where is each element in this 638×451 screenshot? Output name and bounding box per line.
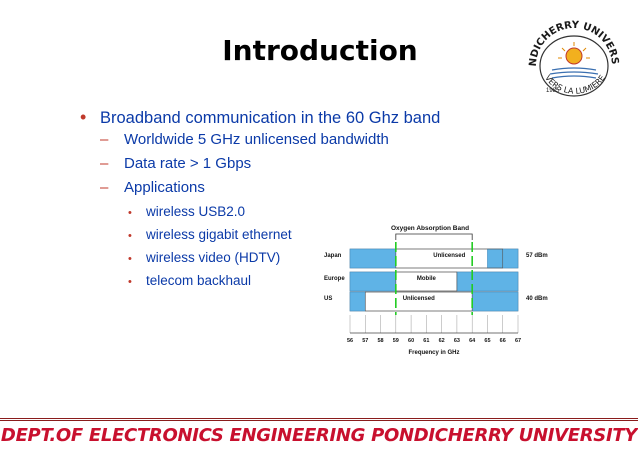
dash-icon: –	[100, 179, 109, 196]
bullet-sub: – Data rate > 1 Gbps	[100, 155, 251, 172]
dash-icon: –	[100, 131, 109, 148]
x-tick-label: 56	[347, 338, 353, 344]
logo-year: 1985	[546, 88, 560, 94]
x-tick-label: 62	[439, 338, 445, 344]
chart-title: Oxygen Absorption Band	[391, 225, 469, 232]
x-tick-label: 67	[515, 338, 521, 344]
bullet-sub-text: Applications	[124, 179, 205, 196]
frequency-band-chart: Oxygen Absorption Band Japan Unlicensed 57 …	[324, 225, 548, 356]
bullet-main: • Broadband communication in the 60 Ghz b…	[80, 107, 440, 128]
shaded-band	[471, 291, 519, 312]
region-label: Japan	[324, 253, 342, 259]
bullet-app: • wireless video (HDTV)	[128, 250, 280, 265]
bullet-app: • telecom backhaul	[128, 273, 251, 288]
shaded-band	[349, 271, 397, 292]
region-label: Europe	[324, 276, 345, 282]
band-label: Unlicensed	[433, 253, 465, 259]
shaded-band	[349, 291, 366, 312]
x-tick-label: 59	[393, 338, 399, 344]
band-label: Unlicensed	[403, 296, 435, 302]
region-label: US	[324, 296, 332, 302]
shaded-band	[456, 271, 519, 292]
university-logo-icon: PONDICHERRY UNIVERSITY VERS LA LUMIERE 1…	[524, 16, 620, 97]
bullet-sub-text: Data rate > 1 Gbps	[124, 155, 252, 172]
x-tick-label: 66	[500, 338, 506, 344]
bullet-dot-icon: •	[128, 276, 132, 288]
shaded-band	[349, 248, 397, 269]
x-tick-label: 60	[408, 338, 414, 344]
x-tick-label: 65	[484, 338, 490, 344]
bullet-app: • wireless gigabit ethernet	[128, 227, 292, 242]
bullet-main-text: Broadband communication in the 60 Ghz ba…	[100, 109, 441, 127]
bullet-sub: – Worldwide 5 GHz unlicensed bandwidth	[100, 131, 389, 148]
x-tick-label: 61	[423, 338, 429, 344]
footer-text: DEPT.OF ELECTRONICS ENGINEERING PONDICHE…	[0, 425, 638, 446]
bullet-sub-text: Worldwide 5 GHz unlicensed bandwidth	[124, 131, 389, 148]
absorption-bracket	[395, 233, 473, 240]
band-label: Mobile	[417, 276, 437, 282]
bullet-app-text: wireless video (HDTV)	[146, 250, 281, 265]
bullet-dot-icon: •	[128, 230, 132, 242]
bullet-app: • wireless USB2.0	[128, 204, 245, 219]
bullet-app-text: wireless USB2.0	[146, 204, 246, 219]
bullet-sub: – Applications	[100, 179, 205, 196]
x-tick-label: 58	[377, 338, 383, 344]
dash-icon: –	[100, 155, 109, 172]
power-label: 40 dBm	[526, 296, 548, 302]
slide-title: Introduction	[222, 34, 418, 67]
band-bar	[395, 271, 458, 292]
bullet-app-text: telecom backhaul	[146, 273, 252, 288]
footer: DEPT.OF ELECTRONICS ENGINEERING PONDICHE…	[0, 418, 638, 451]
x-axis-label: Frequency in GHz	[408, 350, 459, 356]
x-tick-label: 57	[362, 338, 368, 344]
x-tick-label: 64	[469, 338, 476, 344]
bullet-dot-icon: •	[128, 207, 132, 219]
power-label: 57 dBm	[526, 253, 548, 259]
bullet-dot-icon: •	[80, 107, 87, 127]
bullet-app-text: wireless gigabit ethernet	[146, 227, 292, 242]
bullet-dot-icon: •	[128, 253, 132, 265]
x-tick-label: 63	[454, 338, 460, 344]
